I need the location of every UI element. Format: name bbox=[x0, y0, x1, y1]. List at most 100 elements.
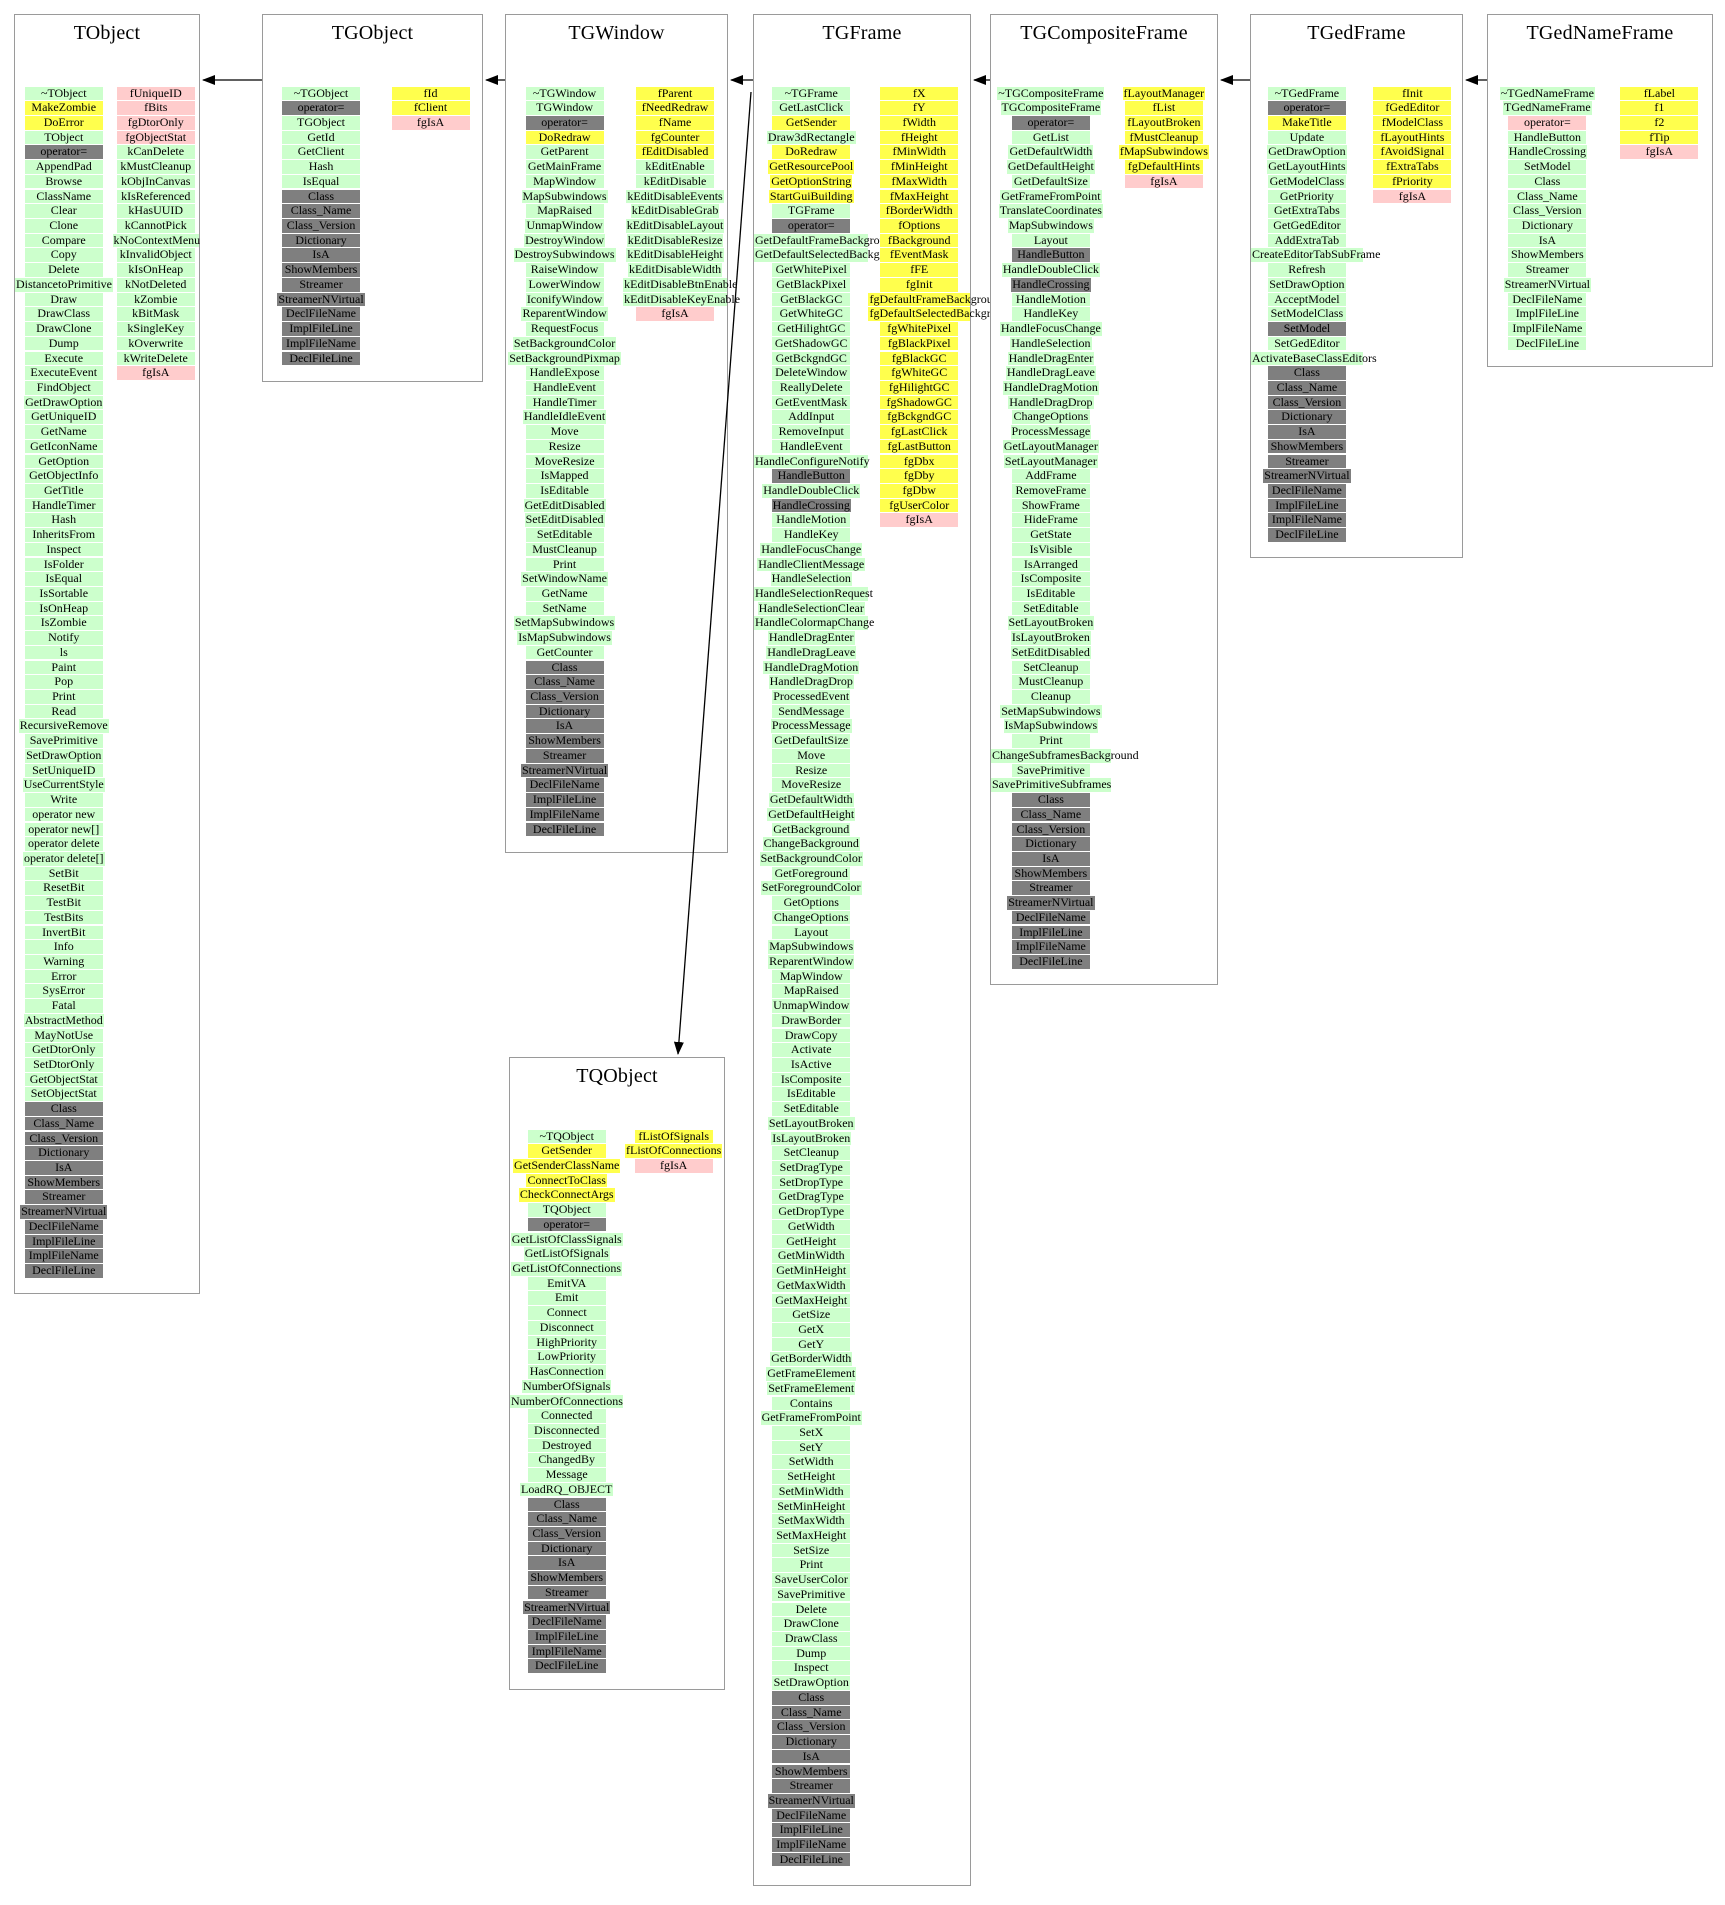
method-item[interactable]: LowerWindow bbox=[525, 277, 604, 292]
method-item[interactable]: AppendPad bbox=[24, 160, 103, 174]
member-item[interactable]: kInvalidObject bbox=[116, 248, 195, 263]
method-item[interactable]: CheckConnectArgs bbox=[518, 1187, 615, 1203]
method-item[interactable]: Inspect bbox=[772, 1661, 851, 1676]
method-item[interactable]: IsA bbox=[1011, 851, 1090, 866]
method-item[interactable]: HandleConfigureNotify bbox=[754, 453, 870, 469]
method-item[interactable]: Hash bbox=[282, 160, 361, 174]
method-item[interactable]: IsSortable bbox=[24, 586, 103, 601]
member-item[interactable]: kBitMask bbox=[116, 307, 195, 321]
method-item[interactable]: ShowMembers bbox=[527, 1571, 606, 1585]
method-item[interactable]: DrawClass bbox=[772, 1632, 851, 1646]
method-item[interactable]: SavePrimitive bbox=[24, 734, 103, 748]
method-item[interactable]: AbstractMethod bbox=[23, 1012, 104, 1028]
method-item[interactable]: GetSender bbox=[772, 115, 851, 130]
method-item[interactable]: SetName bbox=[525, 601, 604, 616]
member-item[interactable]: fgHilightGC bbox=[880, 380, 959, 395]
method-item[interactable]: GetOptions bbox=[772, 896, 851, 910]
class-title-TQObject[interactable]: TQObject bbox=[576, 1065, 658, 1087]
method-item[interactable]: GetObjectInfo bbox=[24, 469, 103, 483]
method-item[interactable]: TGFrame bbox=[772, 204, 851, 218]
method-item[interactable]: LoadRQ_OBJECT bbox=[520, 1481, 614, 1497]
method-item[interactable]: Activate bbox=[772, 1043, 851, 1057]
member-item[interactable]: fgUserColor bbox=[880, 498, 959, 513]
method-item[interactable]: DrawBorder bbox=[772, 1013, 851, 1028]
method-item[interactable]: Streamer bbox=[772, 1779, 851, 1793]
method-item[interactable]: HandleDragMotion bbox=[1002, 379, 1099, 395]
method-item[interactable]: GetForeground bbox=[772, 866, 851, 881]
method-item[interactable]: ChangedBy bbox=[527, 1453, 606, 1467]
member-item[interactable]: fgIsA bbox=[880, 513, 959, 527]
method-item[interactable]: ShowFrame bbox=[1011, 498, 1090, 513]
method-item[interactable]: SetDropType bbox=[772, 1175, 851, 1190]
member-item[interactable]: fModelClass bbox=[1373, 115, 1452, 130]
member-item[interactable]: fTip bbox=[1620, 130, 1699, 145]
method-item[interactable]: GetMinWidth bbox=[772, 1249, 851, 1263]
method-item[interactable]: IsEditable bbox=[525, 483, 604, 498]
method-item[interactable]: StartGuiBuilding bbox=[768, 188, 854, 204]
class-title-TGCompositeFrame[interactable]: TGCompositeFrame bbox=[1020, 22, 1188, 44]
method-item[interactable]: MapSubwindows bbox=[521, 188, 608, 204]
method-item[interactable]: operator= bbox=[525, 115, 604, 130]
method-item[interactable]: GetDrawOption bbox=[1267, 144, 1347, 160]
method-item[interactable]: Class bbox=[527, 1497, 606, 1512]
method-item[interactable]: MapSubwindows bbox=[1007, 218, 1094, 233]
method-item[interactable]: MapRaised bbox=[525, 204, 604, 218]
method-item[interactable]: MoveResize bbox=[772, 778, 851, 792]
member-item[interactable]: fgInit bbox=[880, 277, 959, 292]
member-item[interactable]: kHasUUID bbox=[116, 204, 195, 218]
member-item[interactable]: fBits bbox=[116, 101, 195, 115]
method-item[interactable]: GetDefaultFrameBackground bbox=[754, 232, 898, 248]
member-item[interactable]: kWriteDelete bbox=[116, 351, 195, 366]
method-item[interactable]: Class_Name bbox=[525, 675, 604, 689]
method-item[interactable]: ReparentWindow bbox=[521, 306, 608, 321]
method-item[interactable]: MustCleanup bbox=[525, 542, 604, 557]
method-item[interactable]: ProcessMessage bbox=[1010, 424, 1092, 439]
member-item[interactable]: fListOfConnections bbox=[625, 1143, 723, 1158]
method-item[interactable]: SetCleanup bbox=[1011, 660, 1090, 675]
method-item[interactable]: GetUniqueID bbox=[24, 410, 103, 424]
method-item[interactable]: TestBit bbox=[24, 896, 103, 910]
method-item[interactable]: ImplFileLine bbox=[24, 1234, 103, 1249]
method-item[interactable]: GetListOfSignals bbox=[523, 1246, 610, 1261]
method-item[interactable]: GetTitle bbox=[24, 483, 103, 498]
method-item[interactable]: StreamerNVirtual bbox=[1263, 468, 1351, 483]
method-item[interactable]: Dictionary bbox=[282, 233, 361, 248]
method-item[interactable]: HandleFocusChange bbox=[999, 321, 1102, 336]
member-item[interactable]: kEditDisableGrab bbox=[630, 203, 720, 218]
method-item[interactable]: Write bbox=[24, 793, 103, 807]
method-item[interactable]: GetSenderClassName bbox=[513, 1158, 621, 1173]
method-item[interactable]: ChangeOptions bbox=[1011, 409, 1090, 424]
method-item[interactable]: GetShadowGC bbox=[772, 336, 851, 351]
method-item[interactable]: Streamer bbox=[1267, 454, 1346, 469]
method-item[interactable]: GetPriority bbox=[1267, 189, 1346, 204]
member-item[interactable]: fClient bbox=[391, 101, 470, 115]
method-item[interactable]: Class_Version bbox=[772, 1720, 851, 1734]
method-item[interactable]: MapRaised bbox=[772, 984, 851, 998]
member-item[interactable]: fgIsA bbox=[391, 115, 470, 130]
method-item[interactable]: ClassName bbox=[24, 189, 103, 204]
method-item[interactable]: IsA bbox=[527, 1556, 606, 1570]
member-item[interactable]: fgShadowGC bbox=[880, 395, 959, 410]
method-item[interactable]: Notify bbox=[24, 631, 103, 645]
method-item[interactable]: GetDefaultWidth bbox=[768, 792, 854, 807]
method-item[interactable]: ImplFileName bbox=[525, 807, 604, 822]
method-item[interactable]: Streamer bbox=[24, 1190, 103, 1205]
class-title-TGWindow[interactable]: TGWindow bbox=[568, 22, 665, 44]
method-item[interactable]: HandleSelection bbox=[770, 571, 852, 586]
method-item[interactable]: MustCleanup bbox=[1011, 675, 1090, 689]
class-title-TGedNameFrame[interactable]: TGedNameFrame bbox=[1526, 22, 1674, 44]
method-item[interactable]: ReparentWindow bbox=[768, 953, 855, 969]
method-item[interactable]: ConnectToClass bbox=[526, 1172, 607, 1188]
method-item[interactable]: StreamerNVirtual bbox=[767, 1792, 855, 1808]
method-item[interactable]: IsComposite bbox=[1011, 572, 1090, 586]
method-item[interactable]: SetMaxHeight bbox=[772, 1528, 851, 1543]
method-item[interactable]: GetBlackPixel bbox=[772, 277, 851, 292]
member-item[interactable]: fgBlackGC bbox=[880, 351, 959, 366]
method-item[interactable]: RemoveFrame bbox=[1011, 483, 1090, 498]
method-item[interactable]: RaiseWindow bbox=[525, 263, 604, 277]
method-item[interactable]: GetFrameFromPoint bbox=[1000, 188, 1102, 204]
member-item[interactable]: kEditDisable bbox=[636, 174, 715, 189]
method-item[interactable]: ProcessMessage bbox=[770, 718, 852, 734]
method-item[interactable]: ShowMembers bbox=[525, 734, 604, 748]
method-item[interactable]: DeclFileLine bbox=[282, 351, 361, 366]
